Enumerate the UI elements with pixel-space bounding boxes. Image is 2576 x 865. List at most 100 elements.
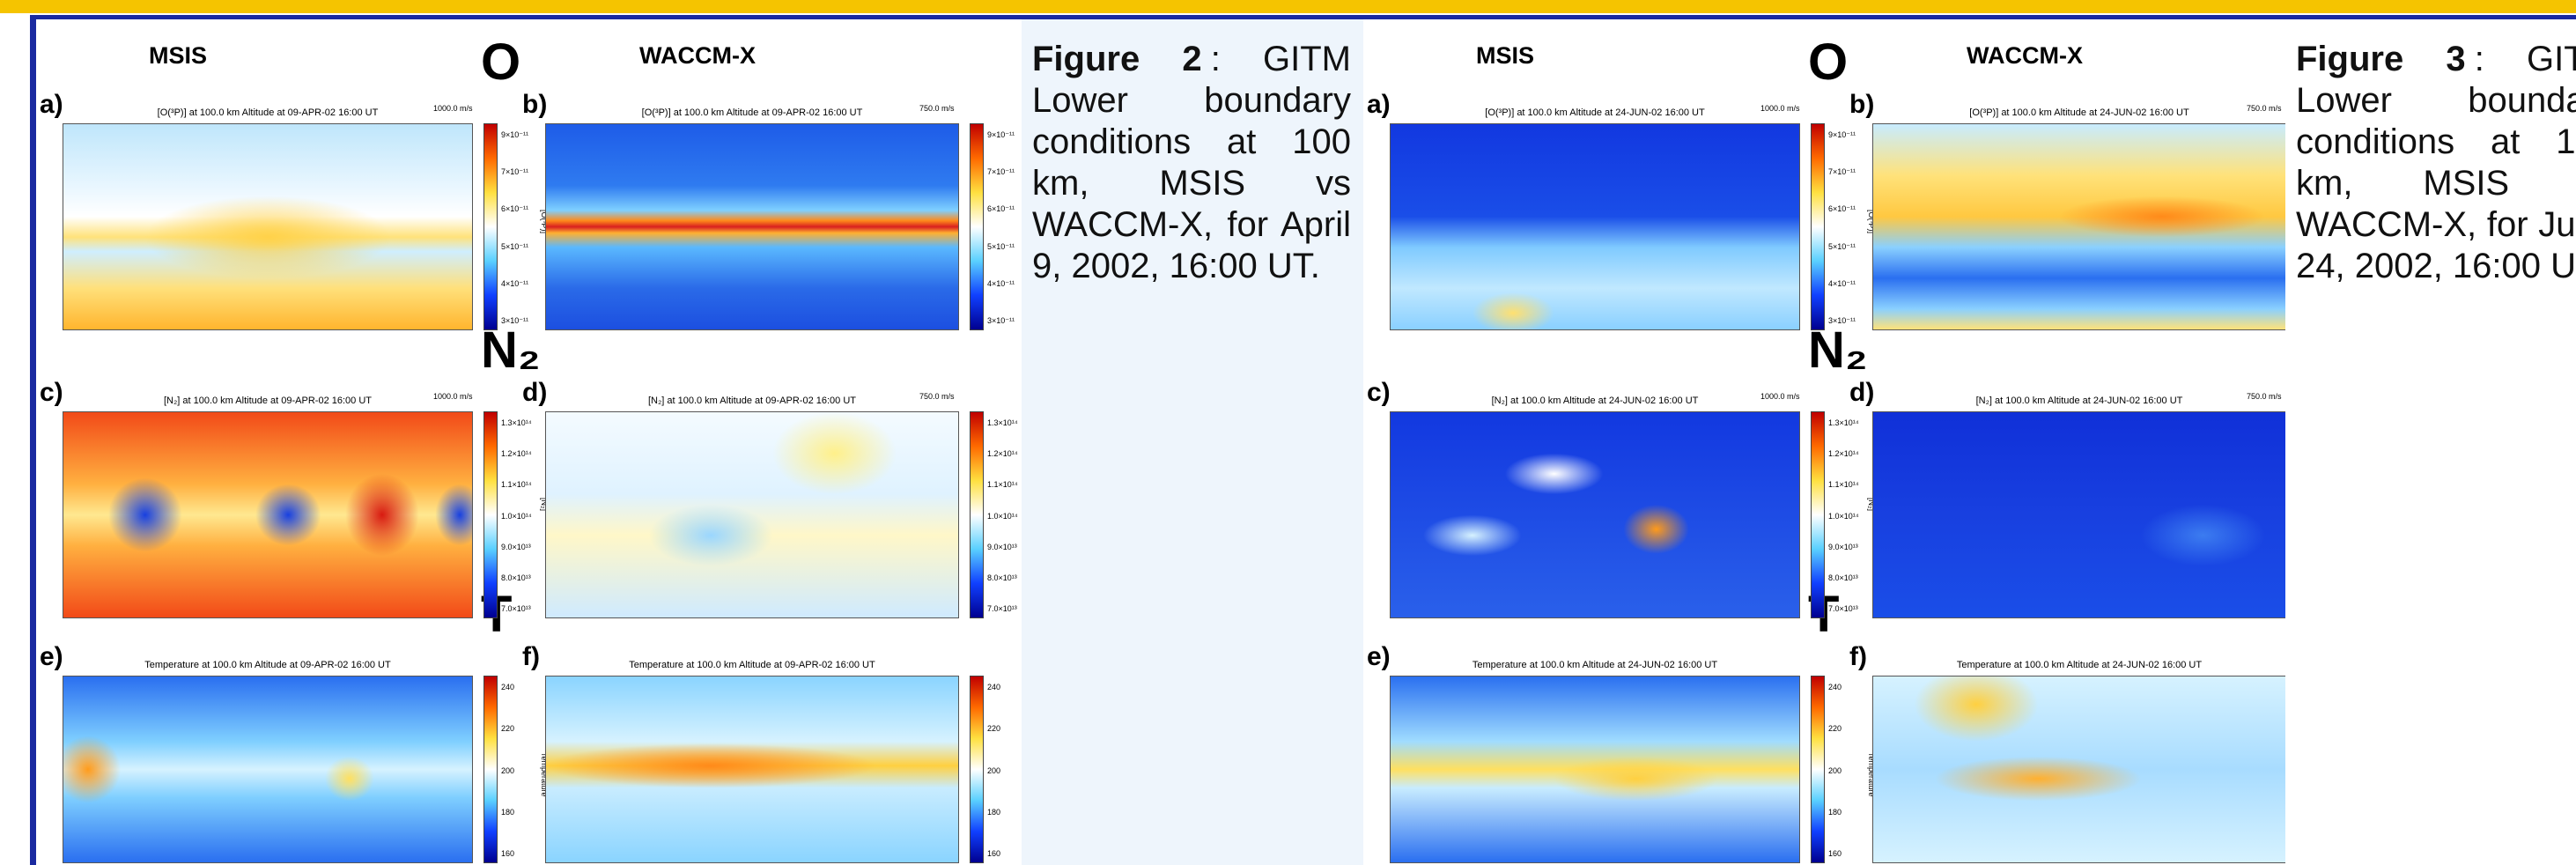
panel-title: Temperature at 100.0 km Altitude at 09-A… xyxy=(63,660,473,670)
panel-title: [N₂] at 100.0 km Altitude at 09-APR-02 1… xyxy=(545,396,959,406)
colorbar-tick-label: 160 xyxy=(987,849,1000,858)
panel-label: a) xyxy=(1367,90,1391,120)
colorbar-tick-label: 3×10⁻¹¹ xyxy=(501,316,528,326)
species-label: O xyxy=(1808,37,1848,88)
map-image xyxy=(1872,676,2285,863)
map-image xyxy=(63,123,473,330)
colorbar-tick-label: 1.3×10¹⁴ xyxy=(987,418,1018,427)
colorbar-tick-label: 3×10⁻¹¹ xyxy=(987,316,1015,326)
column-header: WACCM-X xyxy=(639,42,756,70)
colorbar-tick-label: 7×10⁻¹¹ xyxy=(987,167,1015,177)
panel-label: a) xyxy=(40,90,63,120)
colorbar-tick-label: 1.1×10¹⁴ xyxy=(501,480,532,489)
poster: MSISWACCM-XON₂Ta)[O(³P)] at 100.0 km Alt… xyxy=(0,0,2576,865)
colorbar-tick-label: 200 xyxy=(987,766,1000,775)
reference-vector: 750.0 m/s xyxy=(919,104,955,113)
colorbar xyxy=(970,411,984,618)
panel-label: c) xyxy=(1367,378,1391,408)
colorbar xyxy=(483,676,498,863)
column-header: MSIS xyxy=(1476,42,1534,70)
caption: Figure 3: GITM Lower boundary conditions… xyxy=(2296,39,2576,287)
panel-title: [N₂] at 100.0 km Altitude at 09-APR-02 1… xyxy=(63,396,473,406)
top-stripe xyxy=(0,0,2576,13)
panel-title: [O(³P)] at 100.0 km Altitude at 24-JUN-0… xyxy=(1872,107,2285,118)
colorbar-tick-label: 6×10⁻¹¹ xyxy=(501,204,528,214)
colorbar-tick-label: 4×10⁻¹¹ xyxy=(1828,279,1856,289)
colorbar xyxy=(1811,123,1825,330)
reference-vector: 750.0 m/s xyxy=(2247,104,2282,113)
reference-vector: 1000.0 m/s xyxy=(1760,392,1800,401)
colorbar-tick-label: 7×10⁻¹¹ xyxy=(501,167,528,177)
caption-label: Figure 2 xyxy=(1032,40,1202,78)
colorbar-tick-label: 180 xyxy=(1828,808,1842,817)
colorbar-tick-label: 4×10⁻¹¹ xyxy=(501,279,528,289)
panel-title: [N₂] at 100.0 km Altitude at 24-JUN-02 1… xyxy=(1390,396,1800,406)
panel-label: d) xyxy=(522,378,547,408)
panel-label: e) xyxy=(40,642,63,672)
colorbar-tick-label: 7.0×10¹³ xyxy=(501,604,531,613)
species-label: N₂ xyxy=(481,325,541,376)
reference-vector: 1000.0 m/s xyxy=(433,104,473,113)
colorbar-tick-label: 220 xyxy=(1828,724,1842,733)
panel-title: Temperature at 100.0 km Altitude at 24-J… xyxy=(1872,660,2285,670)
colorbar-tick-label: 3×10⁻¹¹ xyxy=(1828,316,1856,326)
species-label: N₂ xyxy=(1808,325,1868,376)
colorbar-tick-label: 220 xyxy=(501,724,514,733)
colorbar-tick-label: 160 xyxy=(501,849,514,858)
colorbar xyxy=(483,411,498,618)
map-image xyxy=(1872,411,2285,618)
colorbar-tick-label: 8.0×10¹³ xyxy=(1828,573,1858,582)
colorbar-tick-label: 180 xyxy=(501,808,514,817)
colorbar-tick-label: 1.2×10¹⁴ xyxy=(501,449,532,458)
reference-vector: 750.0 m/s xyxy=(2247,392,2282,401)
panel-label: b) xyxy=(522,90,547,120)
colorbar-tick-label: 9.0×10¹³ xyxy=(1828,543,1858,551)
map-image xyxy=(1390,411,1800,618)
colorbar-tick-label: 9×10⁻¹¹ xyxy=(987,130,1015,140)
caption-box: Figure 2: GITM Lower boundary conditions… xyxy=(1022,19,1363,865)
panel-title: [N₂] at 100.0 km Altitude at 24-JUN-02 1… xyxy=(1872,396,2285,406)
panel-title: [O(³P)] at 100.0 km Altitude at 09-APR-0… xyxy=(63,107,473,118)
colorbar-tick-label: 160 xyxy=(1828,849,1842,858)
colorbar-tick-label: 1.1×10¹⁴ xyxy=(1828,480,1859,489)
colorbar-tick-label: 1.2×10¹⁴ xyxy=(987,449,1018,458)
reference-vector: 750.0 m/s xyxy=(919,392,955,401)
colorbar xyxy=(1811,676,1825,863)
colorbar-tick-label: 180 xyxy=(987,808,1000,817)
colorbar-tick-label: 1.3×10¹⁴ xyxy=(1828,418,1859,427)
colorbar-tick-label: 9×10⁻¹¹ xyxy=(1828,130,1856,140)
panel-label: b) xyxy=(1849,90,1874,120)
panel-title: Temperature at 100.0 km Altitude at 24-J… xyxy=(1390,660,1800,670)
map-image xyxy=(1872,123,2285,330)
map-image xyxy=(545,411,959,618)
colorbar-tick-label: 200 xyxy=(501,766,514,775)
panel-title: [O(³P)] at 100.0 km Altitude at 24-JUN-0… xyxy=(1390,107,1800,118)
panel-label: d) xyxy=(1849,378,1874,408)
colorbar-tick-label: 5×10⁻¹¹ xyxy=(1828,242,1856,252)
colorbar-tick-label: 240 xyxy=(987,683,1000,691)
map-image xyxy=(63,676,473,863)
map-image xyxy=(1390,123,1800,330)
colorbar-tick-label: 9.0×10¹³ xyxy=(987,543,1017,551)
colorbar-tick-label: 1.0×10¹⁴ xyxy=(987,512,1018,521)
colorbar xyxy=(970,676,984,863)
colorbar-tick-label: 8.0×10¹³ xyxy=(501,573,531,582)
reference-vector: 1000.0 m/s xyxy=(1760,104,1800,113)
colorbar xyxy=(1811,411,1825,618)
map-image xyxy=(1390,676,1800,863)
colorbar-tick-label: 1.0×10¹⁴ xyxy=(1828,512,1859,521)
map-image xyxy=(545,676,959,863)
panel-label: c) xyxy=(40,378,63,408)
colorbar-tick-label: 6×10⁻¹¹ xyxy=(1828,204,1856,214)
colorbar-tick-label: 8.0×10¹³ xyxy=(987,573,1017,582)
panel-title: Temperature at 100.0 km Altitude at 09-A… xyxy=(545,660,959,670)
colorbar-tick-label: 7×10⁻¹¹ xyxy=(1828,167,1856,177)
colorbar-tick-label: 240 xyxy=(1828,683,1842,691)
colorbar-tick-label: 9.0×10¹³ xyxy=(501,543,531,551)
column-header: WACCM-X xyxy=(1967,42,2083,70)
colorbar-tick-label: 7.0×10¹³ xyxy=(1828,604,1858,613)
map-image xyxy=(545,123,959,330)
column-header: MSIS xyxy=(149,42,207,70)
reference-vector: 1000.0 m/s xyxy=(433,392,473,401)
